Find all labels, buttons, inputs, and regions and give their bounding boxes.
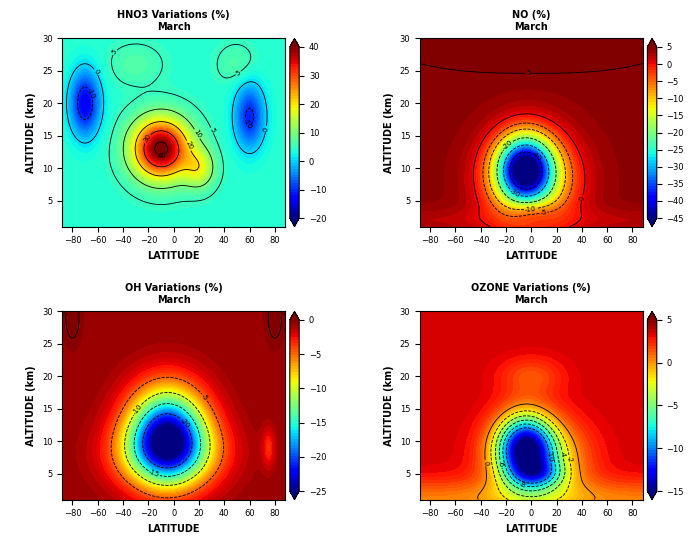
PathPatch shape <box>647 311 657 320</box>
Text: -10: -10 <box>242 117 253 130</box>
Text: -10: -10 <box>525 206 536 212</box>
Text: -30: -30 <box>509 188 521 199</box>
Text: -5: -5 <box>540 210 547 216</box>
Text: -2: -2 <box>566 455 573 463</box>
Title: NO (%)
March: NO (%) March <box>512 10 550 32</box>
Text: 0: 0 <box>278 310 284 315</box>
Text: -40: -40 <box>529 150 542 163</box>
X-axis label: LATITUDE: LATITUDE <box>505 251 558 261</box>
Text: -5: -5 <box>200 393 209 402</box>
Text: -20: -20 <box>502 139 514 151</box>
X-axis label: LATITUDE: LATITUDE <box>148 251 200 261</box>
Text: 30: 30 <box>142 133 152 144</box>
Text: -8: -8 <box>518 481 527 489</box>
Title: OZONE Variations (%)
March: OZONE Variations (%) March <box>471 283 591 305</box>
PathPatch shape <box>290 38 299 47</box>
Text: 5: 5 <box>526 70 531 76</box>
Y-axis label: ALTITUDE (km): ALTITUDE (km) <box>26 92 37 173</box>
Title: HNO3 Variations (%)
March: HNO3 Variations (%) March <box>117 10 230 32</box>
PathPatch shape <box>290 491 299 500</box>
Text: 0: 0 <box>579 195 586 201</box>
Text: 5: 5 <box>235 69 242 77</box>
PathPatch shape <box>647 491 657 500</box>
X-axis label: LATITUDE: LATITUDE <box>148 524 200 534</box>
Text: -4: -4 <box>559 450 566 458</box>
Text: 10: 10 <box>192 128 202 139</box>
Y-axis label: ALTITUDE (km): ALTITUDE (km) <box>384 365 394 446</box>
Text: 0: 0 <box>63 311 69 316</box>
PathPatch shape <box>290 218 299 227</box>
Text: 0: 0 <box>263 126 270 132</box>
Text: -10: -10 <box>131 404 143 416</box>
Text: -20: -20 <box>179 417 191 430</box>
PathPatch shape <box>290 311 299 320</box>
Text: 5: 5 <box>209 127 216 134</box>
Y-axis label: ALTITUDE (km): ALTITUDE (km) <box>384 92 394 173</box>
X-axis label: LATITUDE: LATITUDE <box>505 524 558 534</box>
PathPatch shape <box>647 218 657 227</box>
Text: -10: -10 <box>545 451 554 463</box>
Y-axis label: ALTITUDE (km): ALTITUDE (km) <box>26 365 37 446</box>
Text: 0: 0 <box>92 68 100 75</box>
Text: -6: -6 <box>497 460 505 468</box>
Text: -10: -10 <box>86 87 96 100</box>
Text: 5: 5 <box>111 49 119 56</box>
Text: 0: 0 <box>482 461 489 466</box>
Title: OH Variations (%)
March: OH Variations (%) March <box>125 283 222 305</box>
Text: 40: 40 <box>157 152 166 159</box>
Text: -15: -15 <box>148 469 161 479</box>
PathPatch shape <box>647 38 657 47</box>
Text: 20: 20 <box>184 141 193 151</box>
